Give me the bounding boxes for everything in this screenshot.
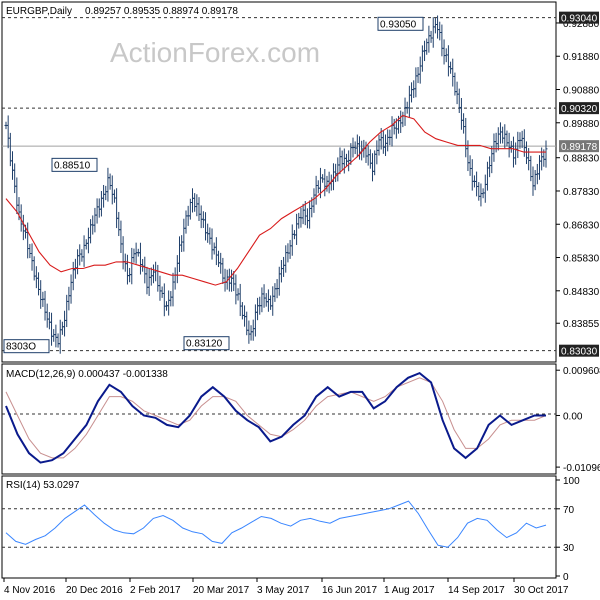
price-annotations: 0.93050 0.88510 0.83120 8303O: [3, 16, 424, 354]
date-tick-label: 2 Feb 2017: [130, 585, 181, 596]
rsi-y-axis: 100 70 30 0: [556, 476, 580, 583]
macd-panel-frame: [1, 363, 557, 475]
macd-panel-title: MACD(12,26,9) 0.000437 -0.001338: [6, 369, 168, 380]
price-bars: [4, 15, 548, 354]
price-level-label: 0.83030: [561, 347, 598, 358]
price-level-badge: [559, 344, 599, 357]
rsi-panel-title: RSI(14) 53.0297: [6, 480, 80, 491]
date-tick-label: 20 Dec 2016: [66, 585, 123, 596]
date-tick-label: 30 Oct 2017: [514, 585, 569, 596]
date-tick-label: 20 Mar 2017: [193, 585, 250, 596]
price-tick-label: 0.92880: [563, 19, 600, 30]
rsi-tick-label: 30: [563, 543, 575, 554]
price-tick-label: 0.85830: [563, 254, 600, 265]
price-tick-label: 0.86830: [563, 220, 600, 231]
price-level-badge: [559, 140, 599, 153]
price-y-axis: 0.92880 0.91880 0.90880 0.89880 0.88830 0.878…: [556, 11, 600, 358]
annotation-label: 0.93050: [380, 19, 417, 30]
ohlc-readout: 0.89257 0.89535 0.88974 0.89178: [85, 6, 238, 17]
price-level-badge: [559, 11, 599, 24]
date-tick-label: 16 Jun 2017: [322, 585, 377, 596]
macd-signal-line: [5, 377, 547, 459]
date-axis: 4 Nov 2016 20 Dec 2016 2 Feb 2017 20 Mar 20…: [3, 578, 569, 596]
rsi-panel-frame: [1, 475, 557, 579]
price-tick-label: 0.84830: [563, 287, 600, 298]
annotation-label: 0.83120: [186, 339, 223, 350]
annotation-box: [183, 336, 230, 351]
annotation-box: [51, 157, 98, 172]
moving-average-line: [5, 114, 546, 286]
date-tick-label: 1 Aug 2017: [384, 585, 435, 596]
price-level-label: 0.93040: [561, 14, 598, 25]
price-level-lines: [2, 17, 556, 352]
price-tick-label: 0.87830: [563, 187, 600, 198]
macd-tick-label: 0.009608: [563, 366, 600, 377]
date-tick-label: 4 Nov 2016: [4, 585, 56, 596]
rsi-tick-label: 70: [563, 505, 575, 516]
annotation-box: [377, 16, 424, 31]
price-tick-label: 0.91880: [563, 52, 600, 63]
price-level-label: 0.90320: [561, 104, 598, 115]
price-bar: [544, 140, 548, 168]
rsi-tick-label: 100: [563, 476, 580, 487]
annotation-label: 0.88510: [54, 160, 91, 171]
watermark: ActionForex.com: [110, 37, 320, 68]
rsi-level-lines: [2, 508, 556, 548]
rsi-line: [5, 500, 547, 548]
date-tick-label: 3 May 2017: [257, 585, 310, 596]
annotation-label: 8303O: [6, 342, 36, 353]
macd-tick-label: -0.010961: [563, 463, 600, 474]
macd-tick-label: 0.00: [563, 411, 583, 422]
price-tick-label: 0.89880: [563, 119, 600, 130]
macd-y-axis: 0.009608 0.00 -0.010961: [556, 366, 600, 474]
price-tick-label: 0.88830: [563, 154, 600, 165]
price-level-label: 0.89178: [561, 142, 598, 153]
date-tick-label: 14 Sep 2017: [448, 585, 505, 596]
annotation-box: [3, 339, 50, 354]
price-level-badge: [559, 102, 599, 115]
macd-line: [5, 371, 546, 464]
price-tick-label: 0.90880: [563, 86, 600, 97]
price-panel-frame: [1, 1, 557, 363]
price-tick-label: 0.83855: [563, 319, 600, 330]
price-panel-title: EURGBP,Daily: [6, 6, 72, 17]
rsi-tick-label: 0: [563, 572, 569, 583]
